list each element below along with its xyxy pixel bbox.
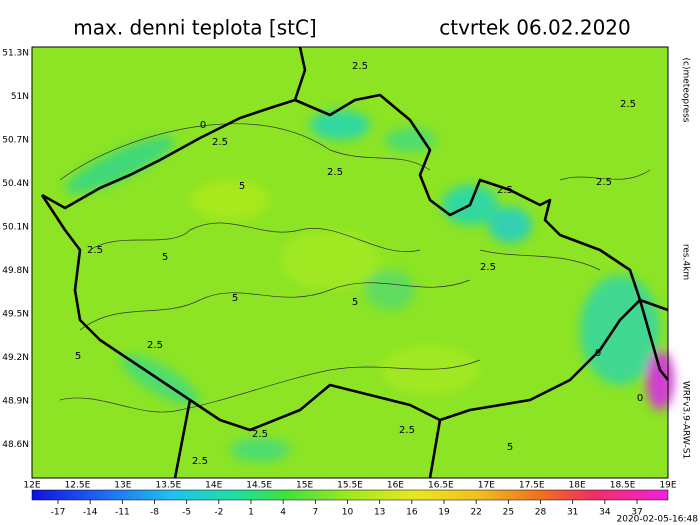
longitude-axis: 12E 12.5E 13E 13.5E 14E 14.5E 15E 15.5E 16E 16.5E… [23,481,676,491]
colorbar-label: 25 [503,508,514,518]
contour-label: 5 [75,351,81,362]
contour-label: 5 [232,293,238,304]
latitude-label: 49.8N [2,266,29,276]
colorbar-ticks: -17 -14 -11 -8 -5 -2 1 4 7 10 13 16 19 22 25 28 31 34 37 [51,500,643,518]
contour-label: 2.5 [352,61,368,72]
date: ctvrtek 06.02.2020 [439,16,631,40]
latitude-axis: 51.3N 51N 50.7N 50.4N 50.1N 49.8N 49.5N 49.2N 48… [2,49,29,451]
latitude-label: 50.1N [2,223,29,233]
colorbar-label: 13 [374,508,385,518]
colorbar-label: 16 [406,508,418,518]
borders [40,46,670,479]
longitude-label: 12E [23,481,40,491]
map-frame [31,46,669,479]
map-area: 2.5 2.5 0 2.5 2.5 2.5 2.5 2.5 5 5 5 2.5 2.5 5 2.5 2.5 2.… [32,46,674,479]
colorbar-label: 31 [567,508,578,518]
contour-label: 2.5 [480,262,496,273]
colorbar [31,489,669,501]
longitude-label: 16E [387,481,404,491]
contour-label: 5 [162,252,168,263]
colorbar-label: 37 [631,508,642,518]
contour-label: 2.5 [620,99,636,110]
contour-labels: 2.5 2.5 0 2.5 2.5 2.5 2.5 2.5 5 5 5 2.5 2.5 5 2.5 2.5 2.… [75,61,643,467]
contours [59,123,651,413]
latitude-label: 51N [11,92,29,102]
longitude-label: 19E [659,481,676,491]
longitude-label: 15E [296,481,313,491]
contour-label: 0 [595,348,601,359]
colorbar-label: 10 [342,508,354,518]
longitude-label: 13.5E [155,481,181,491]
model: WRFv3.9-ARW-S1 [681,381,691,459]
copyright: (c)meteopress [681,58,691,123]
colorbar-label: -5 [182,508,191,518]
longitude-label: 17E [478,481,495,491]
contour-label: 2.5 [252,429,268,440]
colorbar-label: 28 [535,508,547,518]
contour-label: 2.5 [596,177,612,188]
longitude-label: 12.5E [65,481,91,491]
longitude-label: 13E [114,481,131,491]
colorbar-label: 4 [280,508,286,518]
longitude-label: 14.5E [246,481,272,491]
contour-label: 2.5 [497,185,513,196]
colorbar-label: -11 [115,508,130,518]
longitude-label: 16.5E [428,481,454,491]
longitude-label: 15.5E [337,481,363,491]
colorbar-label: 7 [312,508,318,518]
contour-label: 2.5 [147,340,163,351]
latitude-label: 48.9N [2,397,29,407]
latitude-label: 50.4N [2,179,29,189]
colorbar-label: 34 [599,508,611,518]
latitude-label: 49.2N [2,353,29,363]
longitude-label: 18E [569,481,586,491]
resolution: res.4km [681,244,691,280]
title: max. denni teplota [stC] [73,16,316,40]
latitude-label: 49.5N [2,310,29,320]
contour-label: 2.5 [192,456,208,467]
contour-label: 5 [507,442,513,453]
colorbar-label: 22 [470,508,481,518]
colorbar-label: 19 [438,508,450,518]
colorbar-label: -8 [150,508,159,518]
contour-label: 2.5 [327,167,343,178]
colorbar-label: -14 [83,508,98,518]
latitude-label: 50.7N [2,136,29,146]
contour-label: 5 [352,297,358,308]
longitude-label: 14E [205,481,222,491]
contour-label: 2.5 [87,245,103,256]
timestamp: 2020-02-05-16:48 [617,515,699,525]
contour-label: 0 [200,120,206,131]
contour-label: 5 [239,181,245,192]
contour-label: 0 [637,393,643,404]
colorbar-label: 1 [248,508,254,518]
latitude-label: 51.3N [2,49,29,59]
longitude-label: 18.5E [610,481,636,491]
colorbar-label: -2 [214,508,223,518]
contour-label: 2.5 [399,425,415,436]
longitude-label: 17.5E [519,481,545,491]
contour-label: 2.5 [212,137,228,148]
latitude-label: 48.6N [2,440,29,450]
colorbar-label: -17 [51,508,66,518]
temperature-field [65,110,674,462]
